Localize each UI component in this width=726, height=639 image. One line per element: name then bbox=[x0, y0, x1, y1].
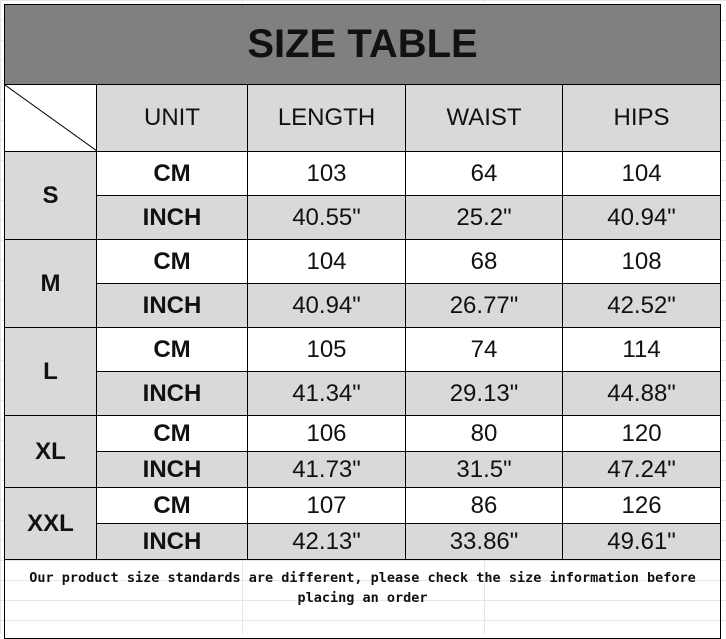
size-table: SIZE TABLE UNIT LENGTH WAIST HIPS S CM 103… bbox=[3, 4, 722, 639]
header-waist: WAIST bbox=[405, 84, 563, 152]
hips-cell: 40.94" bbox=[561, 195, 722, 240]
unit-cell: INCH bbox=[96, 523, 248, 560]
length-cell: 42.13" bbox=[247, 523, 406, 560]
waist-cell: 80 bbox=[405, 415, 563, 452]
hips-cell: 120 bbox=[561, 415, 722, 452]
waist-cell: 86 bbox=[405, 487, 563, 524]
corner-cell bbox=[4, 84, 97, 152]
length-cell: 107 bbox=[247, 487, 406, 524]
hips-cell: 42.52" bbox=[561, 283, 722, 328]
table-row: INCH 41.73" 31.5" 47.24" bbox=[5, 451, 722, 488]
length-cell: 106 bbox=[247, 415, 406, 452]
table-row: INCH 41.34" 29.13" 44.88" bbox=[5, 371, 722, 416]
hips-cell: 126 bbox=[561, 487, 722, 524]
unit-cell: INCH bbox=[96, 195, 248, 240]
unit-cell: CM bbox=[96, 239, 248, 284]
table-row: INCH 42.13" 33.86" 49.61" bbox=[5, 523, 722, 560]
table-row: INCH 40.94" 26.77" 42.52" bbox=[5, 283, 722, 328]
unit-cell: INCH bbox=[96, 283, 248, 328]
table-row: XXL CM 107 86 126 bbox=[4, 487, 722, 560]
table-row: XL CM 106 80 120 bbox=[4, 415, 722, 488]
size-label: S bbox=[4, 151, 97, 240]
length-cell: 103 bbox=[247, 151, 406, 196]
size-note: Our product size standards are different… bbox=[3, 559, 722, 639]
length-cell: 41.34" bbox=[247, 371, 406, 416]
unit-cell: CM bbox=[96, 487, 248, 524]
hips-cell: 114 bbox=[561, 327, 722, 372]
unit-cell: CM bbox=[96, 327, 248, 372]
waist-cell: 31.5" bbox=[405, 451, 563, 488]
length-cell: 41.73" bbox=[247, 451, 406, 488]
table-row: L CM 105 74 114 bbox=[4, 327, 722, 416]
waist-cell: 68 bbox=[405, 239, 563, 284]
waist-cell: 33.86" bbox=[405, 523, 563, 560]
unit-cell: INCH bbox=[96, 451, 248, 488]
hips-cell: 104 bbox=[561, 151, 722, 196]
size-label: M bbox=[4, 239, 97, 328]
unit-cell: CM bbox=[96, 151, 248, 196]
length-cell: 104 bbox=[247, 239, 406, 284]
header-unit: UNIT bbox=[96, 84, 248, 152]
waist-cell: 74 bbox=[405, 327, 563, 372]
header-length: LENGTH bbox=[247, 84, 406, 152]
table-row: INCH 40.55" 25.2" 40.94" bbox=[5, 195, 722, 240]
header-hips: HIPS bbox=[561, 84, 722, 152]
diagonal-line bbox=[5, 85, 97, 151]
hips-cell: 108 bbox=[561, 239, 722, 284]
length-cell: 40.94" bbox=[247, 283, 406, 328]
length-cell: 40.55" bbox=[247, 195, 406, 240]
table-row: S CM 103 64 104 bbox=[4, 151, 722, 240]
waist-cell: 29.13" bbox=[405, 371, 563, 416]
hips-cell: 44.88" bbox=[561, 371, 722, 416]
waist-cell: 26.77" bbox=[405, 283, 563, 328]
waist-cell: 64 bbox=[405, 151, 563, 196]
unit-cell: CM bbox=[96, 415, 248, 452]
table-row: M CM 104 68 108 bbox=[4, 239, 722, 328]
size-label: XL bbox=[4, 415, 97, 488]
length-cell: 105 bbox=[247, 327, 406, 372]
hips-cell: 49.61" bbox=[561, 523, 722, 560]
unit-cell: INCH bbox=[96, 371, 248, 416]
hips-cell: 47.24" bbox=[561, 451, 722, 488]
size-label: XXL bbox=[4, 487, 97, 560]
size-label: L bbox=[4, 327, 97, 416]
table-title: SIZE TABLE bbox=[3, 4, 722, 85]
waist-cell: 25.2" bbox=[405, 195, 563, 240]
